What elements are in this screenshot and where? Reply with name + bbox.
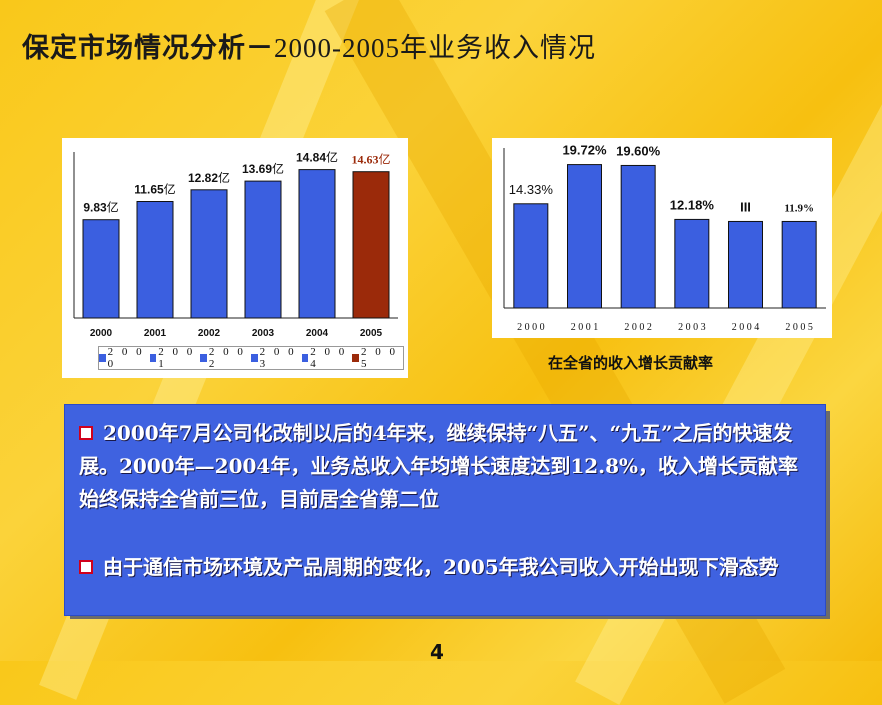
data-label: III: [740, 199, 751, 214]
bar: [298, 169, 336, 319]
bar: [674, 218, 710, 309]
checkbox-bullet-icon: [79, 425, 93, 440]
bar: [567, 164, 602, 309]
x-tick-label: 2 0 0 2: [624, 322, 652, 333]
contribution-bar-chart: 14.33% 2 0 0 0 19.72% 2 0 0 1 19.60% 2 0 0 2 1…: [503, 143, 826, 333]
legend-item: 2 0 0 0: [99, 346, 150, 370]
title-main: 保定市场情况分析－: [22, 33, 274, 64]
x-tick-label: 2003: [252, 328, 275, 339]
x-tick-label: 2002: [198, 328, 221, 339]
bar: [620, 164, 656, 309]
bar: [136, 201, 174, 319]
legend-item: 2 0 0 1: [149, 346, 201, 370]
x-tick-label: 2 0 0 4: [732, 322, 760, 333]
revenue-chart-panel: 9.83亿 2000 11.65亿 2001 12.82亿 2002 13.69亿 2003 1…: [62, 138, 408, 378]
bar: [82, 219, 120, 319]
legend-swatch: [149, 354, 157, 362]
data-label: 13.69亿: [242, 161, 284, 176]
bar: [513, 203, 549, 309]
legend-label: 2 0 0 0: [107, 346, 145, 370]
page-number: 4: [430, 640, 444, 664]
legend-label: 2 0 0 2: [208, 346, 246, 370]
contribution-chart-panel: 14.33% 2 0 0 0 19.72% 2 0 0 1 19.60% 2 0 0 2 1…: [492, 138, 832, 338]
x-tick-label: 2 0 0 5: [785, 322, 813, 333]
x-tick-label: 2001: [144, 328, 167, 339]
page-title: 保定市场情况分析－2000-2005年业务收入情况: [22, 26, 596, 65]
data-label: 19.72%: [562, 143, 607, 158]
legend-item: 2 0 0 3: [251, 346, 302, 370]
legend-swatch: [99, 354, 106, 362]
summary-paragraph-2: 由于通信市场环境及产品周期的变化，2005年我公司收入开始出现下滑态势: [79, 551, 815, 584]
bar: [781, 220, 817, 309]
data-label: 14.33%: [509, 182, 554, 197]
paragraph-1-text: 2000年7月公司化改制以后的4年来，继续保持“八五”、“九五”之后的快速发展。…: [79, 421, 799, 511]
data-label: 12.82亿: [188, 170, 230, 185]
chart-legend: 2 0 0 0 2 0 0 1 2 0 0 2 2 0 0 3 2 0 0 4 2 0 0…: [98, 346, 404, 370]
x-tick-label: 2005: [360, 328, 383, 339]
legend-swatch: [251, 354, 258, 362]
x-tick-label: 2000: [90, 328, 113, 339]
x-tick-label: 2 0 0 1: [571, 322, 599, 333]
data-label: 14.63亿: [351, 152, 390, 167]
revenue-bar-chart: 9.83亿 2000 11.65亿 2001 12.82亿 2002 13.69亿 2003 1…: [73, 150, 398, 339]
data-label: 9.83亿: [83, 200, 118, 215]
bar: [352, 171, 390, 319]
legend-item: 2 0 0 2: [200, 346, 251, 370]
data-label: 12.18%: [670, 197, 715, 212]
x-tick-label: 2 0 0 3: [678, 322, 706, 333]
chart-caption: 在全省的收入增长贡献率: [548, 354, 714, 372]
title-sub: 2000-2005年业务收入情况: [274, 33, 596, 63]
checkbox-bullet-icon: [79, 559, 93, 574]
legend-label: 2 0 0 4: [310, 346, 348, 370]
data-label: 14.84亿: [296, 150, 338, 165]
summary-text-box: 2000年7月公司化改制以后的4年来，继续保持“八五”、“九五”之后的快速发展。…: [64, 404, 826, 616]
bar: [190, 189, 228, 319]
data-label: 11.65亿: [134, 182, 175, 197]
legend-label: 2 0 0 5: [360, 346, 398, 370]
data-label: 11.9%: [784, 202, 814, 214]
legend-label: 2 0 0 3: [259, 346, 297, 370]
legend-item: 2 0 0 4: [301, 346, 353, 370]
legend-item: 2 0 0 5: [352, 346, 403, 370]
bar: [728, 220, 763, 309]
legend-swatch: [200, 354, 207, 362]
bar: [244, 180, 282, 319]
data-label: 19.60%: [616, 143, 661, 158]
legend-label: 2 0 0 1: [158, 346, 196, 370]
x-tick-label: 2 0 0 0: [517, 322, 545, 333]
summary-paragraph-1: 2000年7月公司化改制以后的4年来，继续保持“八五”、“九五”之后的快速发展。…: [79, 417, 815, 516]
legend-swatch: [301, 354, 309, 362]
x-tick-label: 2004: [306, 328, 329, 339]
paragraph-2-text: 由于通信市场环境及产品周期的变化，2005年我公司收入开始出现下滑态势: [103, 555, 779, 579]
legend-swatch: [352, 354, 359, 362]
